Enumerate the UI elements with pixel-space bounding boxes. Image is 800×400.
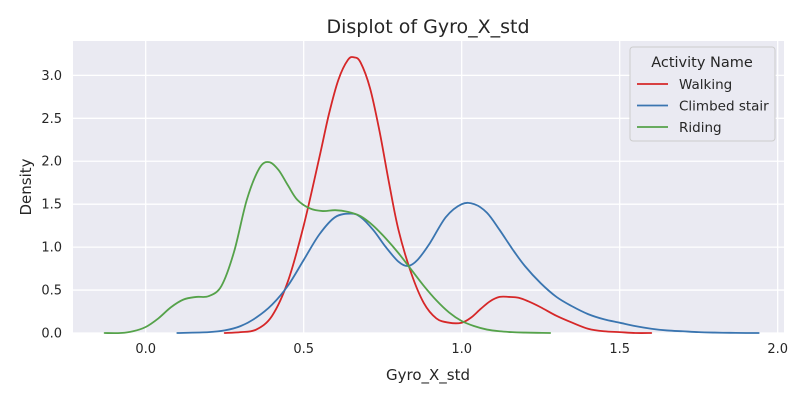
legend: Activity Name Walking Climbed stair Riding — [629, 46, 776, 142]
series-line-walking — [223, 56, 653, 334]
y-tick-label: 3.0 — [41, 69, 62, 84]
chart-title: Displot of Gyro_X_std — [326, 16, 529, 38]
x-axis-title: Gyro_X_std — [386, 366, 470, 385]
series-layer — [103, 56, 760, 335]
legend-label-riding: Riding — [679, 120, 722, 136]
legend-box — [629, 46, 776, 142]
legend-label-walking: Walking — [679, 77, 732, 93]
y-tick-label: 1.5 — [41, 198, 62, 213]
y-tick-label: 2.5 — [41, 112, 62, 127]
legend-label-climbed-stair: Climbed stair — [679, 99, 769, 115]
x-tick-label: 0.5 — [293, 342, 314, 357]
y-axis-title: Density — [17, 158, 35, 215]
series-line-riding — [103, 161, 552, 335]
x-tick-label: 1.5 — [609, 342, 630, 357]
x-tick-label: 1.0 — [451, 342, 472, 357]
legend-title: Activity Name — [651, 55, 753, 71]
x-tick-label: 2.0 — [767, 342, 788, 357]
series-line-climbed-stair — [176, 201, 760, 334]
y-tick-label: 0.0 — [41, 327, 62, 342]
y-tick-label: 2.0 — [41, 155, 62, 170]
y-tick-label: 0.5 — [41, 284, 62, 299]
y-tick-label: 1.0 — [41, 241, 62, 256]
x-tick-label: 0.0 — [135, 342, 156, 357]
tick-labels: 0.0 0.5 1.0 1.5 2.0 0.0 0.5 1.0 1.5 2.0 2.5 3.0 — [41, 69, 788, 357]
